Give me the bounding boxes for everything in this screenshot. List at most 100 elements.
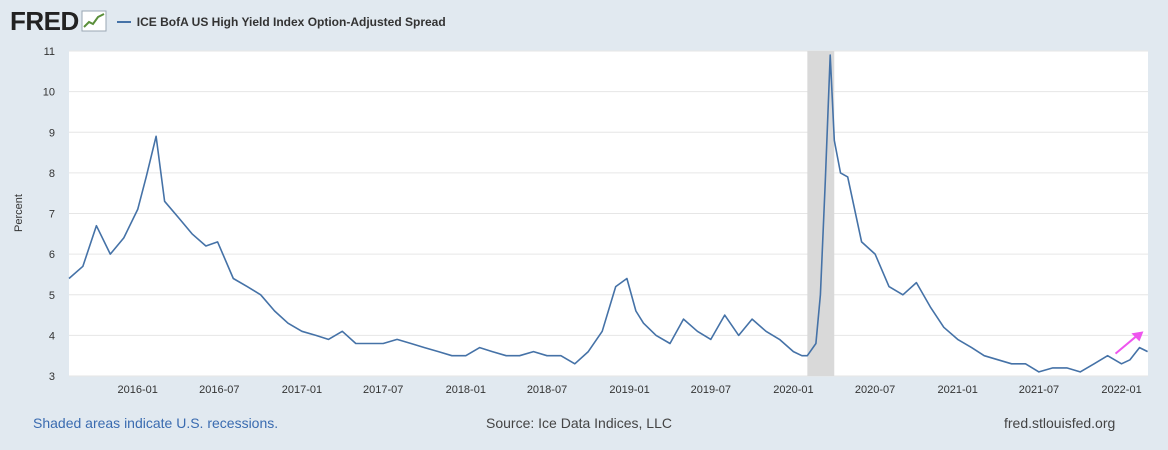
data-point	[709, 337, 713, 341]
data-point	[1137, 346, 1141, 350]
fred-logo[interactable]: FRED	[10, 5, 79, 36]
data-point	[144, 175, 148, 179]
data-point	[504, 354, 508, 358]
data-point	[1037, 370, 1041, 374]
legend-label: ICE BofA US High Yield Index Option-Adju…	[136, 15, 446, 29]
line-chart-logo-icon	[81, 10, 107, 32]
data-point	[231, 277, 235, 281]
data-point	[532, 350, 536, 354]
data-point	[942, 325, 946, 329]
data-point	[245, 285, 249, 289]
data-point	[450, 354, 454, 358]
x-tick-label: 2020-07	[855, 384, 895, 396]
data-point	[190, 232, 194, 236]
y-axis-title: Percent	[13, 194, 25, 232]
data-point	[970, 346, 974, 350]
x-tick-label: 2016-07	[199, 384, 239, 396]
data-point	[518, 354, 522, 358]
data-point	[625, 277, 629, 281]
y-tick-label: 4	[49, 330, 55, 342]
data-point	[1023, 362, 1027, 366]
data-point	[286, 321, 290, 325]
data-point	[326, 337, 330, 341]
y-tick-label: 3	[49, 371, 55, 383]
data-point	[545, 354, 549, 358]
data-point	[668, 342, 672, 346]
data-point	[67, 277, 71, 281]
y-tick-label: 10	[43, 87, 55, 99]
y-tick-label: 9	[49, 127, 55, 139]
data-point	[814, 342, 818, 346]
x-tick-label: 2018-01	[446, 384, 486, 396]
header: FRED ICE BofA US High Yield Index Option…	[10, 6, 446, 36]
y-tick-label: 5	[49, 290, 55, 302]
data-point	[818, 293, 822, 297]
data-point	[381, 342, 385, 346]
data-point	[791, 350, 795, 354]
data-point	[956, 337, 960, 341]
data-point	[1065, 366, 1069, 370]
data-point	[94, 224, 98, 228]
y-tick-label: 7	[49, 209, 55, 221]
data-point	[839, 171, 843, 175]
data-point	[737, 333, 741, 337]
data-point	[204, 244, 208, 248]
y-tick-label: 8	[49, 168, 55, 180]
annotation-arrowhead	[1131, 331, 1144, 342]
x-axis: 2016-01 2016-07 2017-01 2017-07 2018-01 …	[117, 384, 1141, 396]
data-point	[614, 285, 618, 289]
x-tick-label: 2022-01	[1101, 384, 1141, 396]
data-point	[409, 342, 413, 346]
data-point	[586, 350, 590, 354]
data-point	[273, 309, 277, 313]
x-tick-label: 2020-01	[773, 384, 813, 396]
data-point	[154, 134, 158, 138]
data-point	[395, 337, 399, 341]
data-point	[436, 350, 440, 354]
data-point	[642, 321, 646, 325]
data-point	[1092, 362, 1096, 366]
recession-band	[807, 51, 835, 376]
legend: ICE BofA US High Yield Index Option-Adju…	[116, 15, 446, 29]
x-tick-label: 2018-07	[527, 384, 567, 396]
source-note: Source: Ice Data Indices, LLC	[486, 415, 672, 431]
data-point	[422, 346, 426, 350]
data-point	[1128, 358, 1132, 362]
data-point	[832, 138, 836, 142]
y-tick-label: 11	[44, 46, 55, 58]
data-point	[681, 317, 685, 321]
data-point	[573, 362, 577, 366]
data-point	[928, 305, 932, 309]
site-url[interactable]: fred.stlouisfed.org	[1004, 415, 1116, 431]
x-tick-label: 2021-07	[1019, 384, 1059, 396]
x-tick-label: 2019-07	[691, 384, 731, 396]
data-point	[177, 216, 181, 220]
data-point	[136, 207, 140, 211]
series-line	[68, 54, 1148, 373]
x-tick-label: 2017-01	[282, 384, 322, 396]
data-point	[108, 252, 112, 256]
data-point	[600, 329, 604, 333]
data-point	[340, 329, 344, 333]
data-point	[368, 342, 372, 346]
data-point	[778, 337, 782, 341]
recession-note: Shaded areas indicate U.S. recessions.	[33, 415, 279, 431]
data-point	[873, 252, 877, 256]
y-axis: 3 4 5 6 7 8 9 10 11	[43, 46, 55, 383]
data-point	[750, 317, 754, 321]
data-point	[800, 354, 804, 358]
data-point	[354, 342, 358, 346]
y-tick-label: 6	[49, 249, 55, 261]
data-point	[122, 236, 126, 240]
data-point	[634, 309, 638, 313]
data-point	[490, 350, 494, 354]
data-point	[478, 346, 482, 350]
data-point	[723, 313, 727, 317]
data-point	[1051, 366, 1055, 370]
data-point	[764, 329, 768, 333]
data-point	[1120, 362, 1124, 366]
data-point	[654, 333, 658, 337]
data-point	[828, 53, 832, 57]
data-point	[695, 329, 699, 333]
